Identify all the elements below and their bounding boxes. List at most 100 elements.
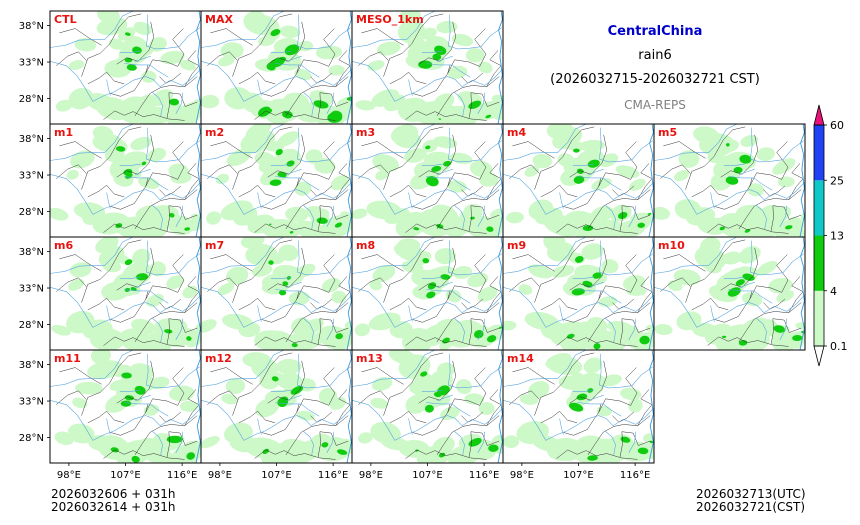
rain-cell [699,237,721,256]
river [302,204,314,230]
rain-cell [586,317,608,335]
rain-cell [371,376,393,391]
province-border [56,164,87,179]
coastline [195,11,201,124]
river [598,127,653,163]
rain-cell [270,29,281,37]
rain-cell [445,289,462,303]
river [50,237,134,274]
rain-cell [506,211,524,224]
rain-cell [316,217,328,224]
panel-label: MAX [205,13,233,26]
province-border [540,410,578,424]
river [145,353,200,389]
river [270,50,292,53]
panel-label: m8 [356,239,375,252]
panel-label: CTL [54,13,77,26]
panel-label: m4 [507,126,526,139]
rain-cell [576,168,584,174]
rain-cell [573,148,580,153]
title-period: (2026032715-2026032721 CST) [550,72,760,87]
province-border [685,239,746,303]
rain-cell [138,177,160,189]
rain-cell [280,340,300,350]
lat-tick-label: 28°N [19,207,44,218]
rain-cell [600,374,622,387]
province-border [418,134,457,178]
rain-cell [641,215,652,223]
province-border [720,247,759,291]
lon-tick-label: 98°E [510,470,534,481]
rain-cell [585,384,604,397]
forecast-panel: m13 98°E 107°E 116°E [351,349,504,481]
coastline [799,124,805,237]
river [134,394,151,402]
rain-cell [54,431,74,446]
rain-cell [433,392,442,398]
province-border [412,403,451,436]
rain-cell [109,379,128,391]
rain-cell [637,222,645,228]
colorbar-extend-max [813,104,825,126]
province-border [261,177,300,210]
province-borders [509,352,653,460]
rain-cell [741,317,768,334]
rain-cell [388,350,417,365]
rain-cell [486,226,494,232]
coastline [648,124,654,237]
rain-cell [288,291,310,306]
province-border [103,449,185,460]
province-border [261,403,300,436]
river [436,394,453,402]
rain-cell [75,381,103,395]
coastline [346,237,352,350]
river [296,14,351,50]
rain-cell [92,126,114,141]
rain-cell [620,436,631,443]
province-border [468,318,500,345]
river [201,61,352,102]
province-border [317,92,349,119]
river [426,176,471,191]
rain-cell [726,143,730,147]
rain-cell [186,452,196,460]
panel-label: m6 [54,239,73,252]
river [436,55,453,63]
province-border [556,336,638,347]
river [654,124,738,161]
rain-cell [576,393,588,401]
province-border [707,223,789,234]
rain-cell [316,327,338,340]
river [587,394,604,402]
colorbar-segment [814,235,824,291]
province-border [59,367,102,385]
lat-tick-label: 38°N [19,360,44,371]
province-border [232,352,293,416]
province-border [87,410,125,424]
river [270,163,292,166]
forecast-panel: m8 [351,236,504,351]
river [749,240,804,276]
rain-cell [593,343,601,350]
rain-cell [169,98,180,106]
province-border [447,367,487,413]
coastline [497,237,503,350]
rain-cell [772,158,796,175]
rain-cell [140,332,172,350]
forecast-panel: m9 [502,236,655,351]
forecast-panel: m5 [653,123,806,238]
footer-init-cst: 2026032614 + 031h [51,500,176,514]
colorbar-tick-label: 25 [830,174,844,187]
lat-tick-label: 38°N [19,134,44,145]
province-border [145,254,185,300]
river [124,289,169,304]
river [352,237,436,274]
rain-cell [551,265,575,278]
rain-cell [225,378,246,394]
province-border [509,277,540,292]
rain-cell [330,175,350,191]
rain-cell [447,65,468,79]
rain-cell [792,334,803,342]
province-border [81,13,142,77]
footer-valid-utc: 2026032713(UTC) [696,487,806,501]
